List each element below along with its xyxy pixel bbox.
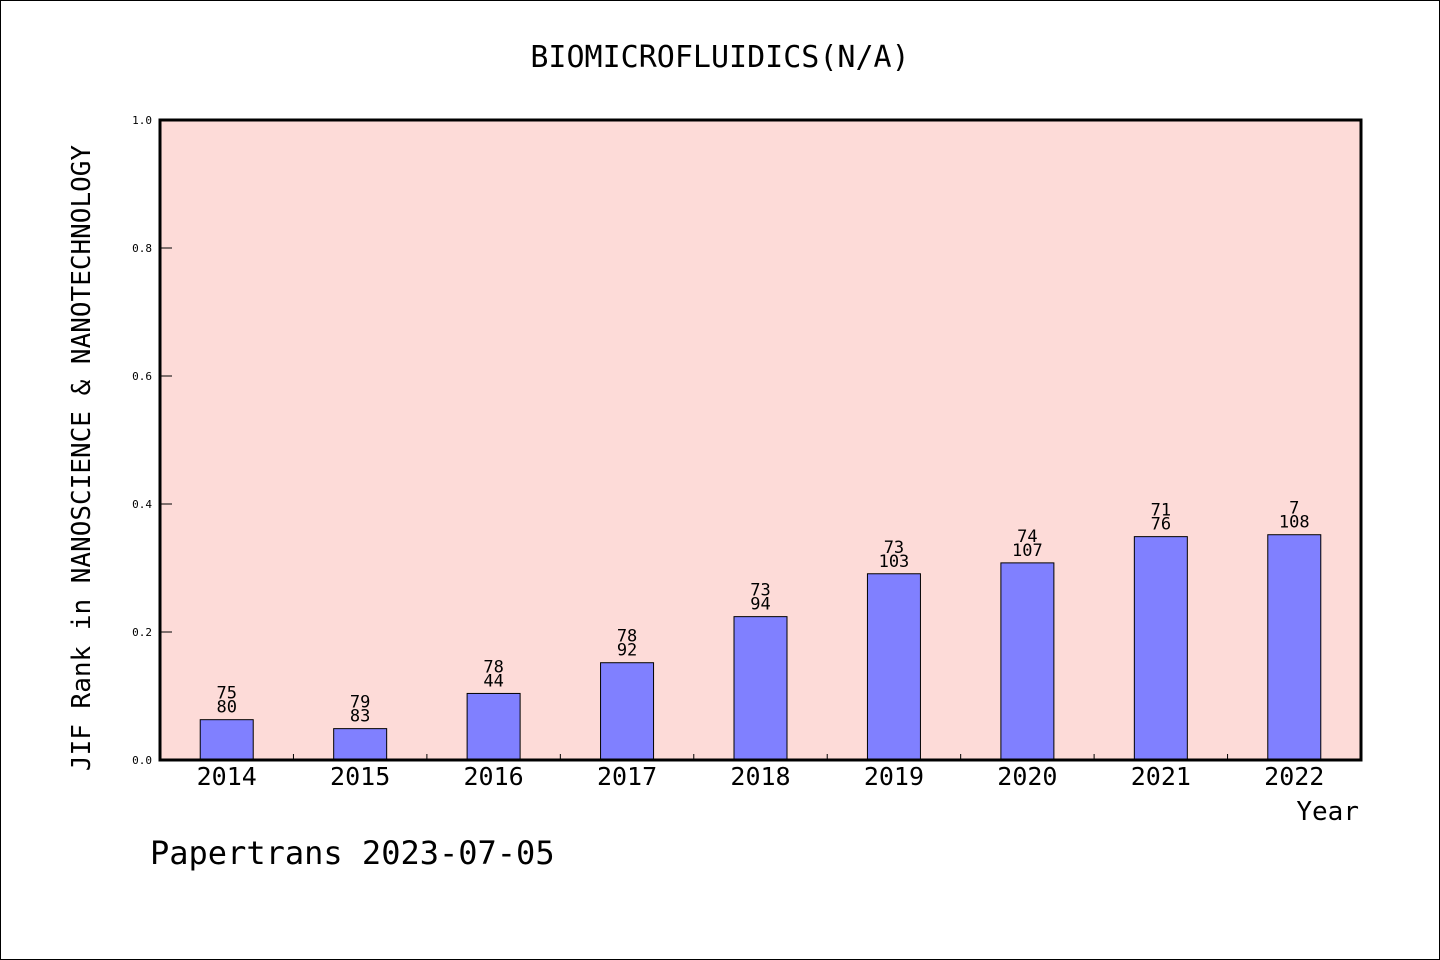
watermark-text: Papertrans 2023-07-05 [150,834,555,872]
x-tick-label: 2015 [330,762,390,791]
x-tick-label: 2020 [997,762,1057,791]
plot-border [158,118,1363,762]
bar-total-label: 94 [750,595,770,615]
bar-2018 [733,616,788,761]
bar-rank-label: 75 [216,684,236,704]
bar-2022 [1267,534,1322,761]
chart-title: BIOMICROFLUIDICS(N/A) [530,40,909,75]
bar-2020 [1000,562,1055,761]
bar-2019 [866,573,921,761]
y-tick-label: 0.4 [132,498,152,511]
bar-2021 [1133,536,1188,761]
x-axis-label: Year [1296,797,1359,827]
x-tick-label: 2017 [597,762,657,791]
bar-rank-label: 74 [1017,527,1037,547]
bar-total-label: 108 [1279,513,1310,533]
bars-group: 7580201479832015784420167892201773942018… [197,499,1325,791]
y-tick-label: 1.0 [132,114,152,127]
y-tick-label: 0.8 [132,242,152,255]
bar-rank-label: 73 [750,581,770,601]
x-tick-label: 2016 [464,762,524,791]
bar-total-label: 103 [879,552,910,572]
x-tick-label: 2019 [864,762,924,791]
bar-rank-label: 78 [617,627,637,647]
bar-2016 [466,692,521,761]
x-tick-label: 2022 [1264,762,1324,791]
bar-rank-label: 78 [483,657,503,677]
y-tick-label: 0.6 [132,370,152,383]
x-tick-label: 2014 [197,762,257,791]
bar-total-label: 76 [1151,515,1171,535]
x-tick-label: 2021 [1131,762,1191,791]
bar-total-label: 92 [617,641,637,661]
y-axis-label: JIF Rank in NANOSCIENCE & NANOTECHNOLOGY [67,145,97,771]
bar-total-label: 107 [1012,541,1043,561]
bar-rank-label: 73 [884,538,904,558]
bar-2014 [199,719,254,761]
bar-rank-label: 7 [1289,499,1299,519]
bar-rank-label: 71 [1151,501,1171,521]
bar-2015 [333,728,388,761]
bar-2017 [600,662,655,761]
bar-total-label: 44 [483,671,503,691]
bar-total-label: 83 [350,707,370,727]
y-tick-label: 0.0 [132,754,152,767]
bar-rank-label: 79 [350,693,370,713]
y-tick-label: 0.2 [132,626,152,639]
x-tick-label: 2018 [730,762,790,791]
bar-total-label: 80 [216,698,236,718]
